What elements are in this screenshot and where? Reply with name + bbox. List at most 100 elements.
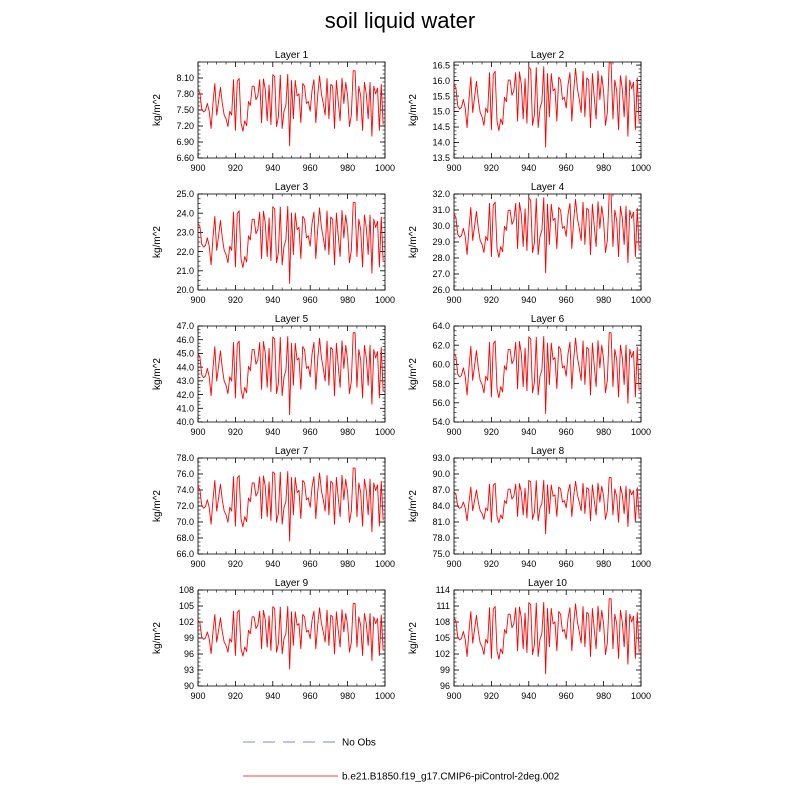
y-tick-label: 90 [184,681,194,691]
y-axis-label: kg/m^2 [408,622,419,654]
x-tick-label: 980 [596,559,611,569]
y-tick-label: 78.0 [432,533,450,543]
y-tick-label: 60.0 [432,360,450,370]
x-tick-label: 940 [521,295,536,305]
y-tick-label: 64.0 [432,321,450,331]
panel-title: Layer 1 [275,50,309,61]
x-tick-label: 960 [559,163,574,173]
x-tick-label: 960 [303,163,318,173]
y-tick-label: 58.0 [432,379,450,389]
y-tick-label: 96 [184,649,194,659]
x-tick-label: 1000 [631,295,651,305]
x-tick-label: 1000 [375,559,395,569]
x-tick-label: 1000 [375,691,395,701]
panel-title: Layer 5 [275,314,309,325]
y-tick-label: 93 [184,665,194,675]
x-tick-label: 1000 [631,427,651,437]
y-tick-label: 8.10 [176,73,194,83]
y-tick-label: 7.50 [176,105,194,115]
series-line [197,467,384,542]
y-tick-label: 81.0 [432,517,450,527]
y-tick-label: 62.0 [432,340,450,350]
y-tick-label: 6.60 [176,153,194,163]
y-tick-label: 99 [440,665,450,675]
panel-8: 900 920 940 960 980 1000 75.0 78.0 81.0 84.0 87.0 9… [408,446,651,569]
legend-label-no-obs: No Obs [342,738,376,749]
y-tick-label: 26.0 [432,285,450,295]
y-axis-label: kg/m^2 [152,622,163,654]
y-tick-label: 15.0 [432,107,450,117]
panel-9: 900 920 940 960 980 1000 90 93 96 99 102 105 108 Laye… [152,578,395,701]
panel-title: Layer 9 [275,578,309,589]
y-tick-label: 7.20 [176,121,194,131]
x-tick-label: 920 [484,295,499,305]
y-tick-label: 72.0 [176,501,194,511]
panel-2: 900 920 940 960 980 1000 13.5 14.0 14.5 15.0 15.5 1… [408,50,651,173]
y-tick-label: 20.0 [176,285,194,295]
panel-5: 900 920 940 960 980 1000 40.0 41.0 42.0 43.0 44.0 4… [152,314,395,437]
y-tick-label: 108 [179,585,194,595]
x-tick-label: 960 [303,427,318,437]
x-tick-label: 940 [265,559,280,569]
x-tick-label: 900 [190,295,205,305]
x-tick-label: 1000 [375,295,395,305]
y-axis-label: kg/m^2 [152,358,163,390]
x-tick-label: 920 [228,427,243,437]
y-tick-label: 105 [179,601,194,611]
panel-10: 900 920 940 960 980 1000 96 99 102 105 108 111 114 La… [408,578,651,701]
y-tick-label: 70.0 [176,517,194,527]
y-tick-label: 56.0 [432,398,450,408]
y-tick-label: 16.5 [432,60,450,70]
x-tick-label: 980 [340,559,355,569]
y-tick-label: 7.80 [176,89,194,99]
y-axis-label: kg/m^2 [408,226,419,258]
x-tick-label: 900 [190,163,205,173]
panel-title: Layer 7 [275,446,309,457]
panel-title: Layer 4 [531,182,565,193]
x-tick-label: 940 [521,691,536,701]
panel-title: Layer 3 [275,182,309,193]
y-tick-label: 87.0 [432,485,450,495]
x-tick-label: 900 [446,427,461,437]
y-tick-label: 32.0 [432,189,450,199]
x-tick-label: 920 [484,691,499,701]
y-tick-label: 54.0 [432,417,450,427]
series-line [197,332,384,416]
panel-7: 900 920 940 960 980 1000 66.0 68.0 70.0 72.0 74.0 7… [152,446,395,569]
y-tick-label: 102 [435,649,450,659]
y-tick-label: 21.0 [176,266,194,276]
x-tick-label: 900 [446,691,461,701]
figure-title: soil liquid water [324,8,476,33]
x-tick-label: 1000 [631,163,651,173]
x-tick-label: 900 [446,163,461,173]
y-tick-label: 78.0 [176,453,194,463]
x-tick-label: 1000 [631,691,651,701]
x-tick-label: 980 [596,163,611,173]
x-tick-label: 940 [265,163,280,173]
panel-title: Layer 6 [531,314,565,325]
x-tick-label: 960 [303,559,318,569]
x-tick-label: 920 [484,559,499,569]
x-tick-label: 960 [303,691,318,701]
y-axis-label: kg/m^2 [408,358,419,390]
y-tick-label: 28.0 [432,253,450,263]
y-tick-label: 29.0 [432,237,450,247]
y-tick-label: 76.0 [176,469,194,479]
panel-title: Layer 10 [528,578,567,589]
x-tick-label: 980 [596,691,611,701]
x-tick-label: 920 [228,295,243,305]
x-tick-label: 980 [340,691,355,701]
panel-1: 900 920 940 960 980 1000 6.60 6.90 7.20 7.50 7.80 8… [152,50,395,173]
panel-6: 900 920 940 960 980 1000 54.0 56.0 58.0 60.0 62.0 6… [408,314,651,437]
y-tick-label: 44.0 [176,362,194,372]
y-tick-label: 68.0 [176,533,194,543]
x-tick-label: 920 [228,163,243,173]
panel-4: 900 920 940 960 980 1000 26.0 27.0 28.0 29.0 30.0 3… [408,182,651,305]
x-tick-label: 1000 [631,559,651,569]
y-tick-label: 90.0 [432,469,450,479]
series-line [197,70,384,147]
x-tick-label: 920 [484,427,499,437]
x-tick-label: 980 [596,427,611,437]
series-line [453,62,640,148]
